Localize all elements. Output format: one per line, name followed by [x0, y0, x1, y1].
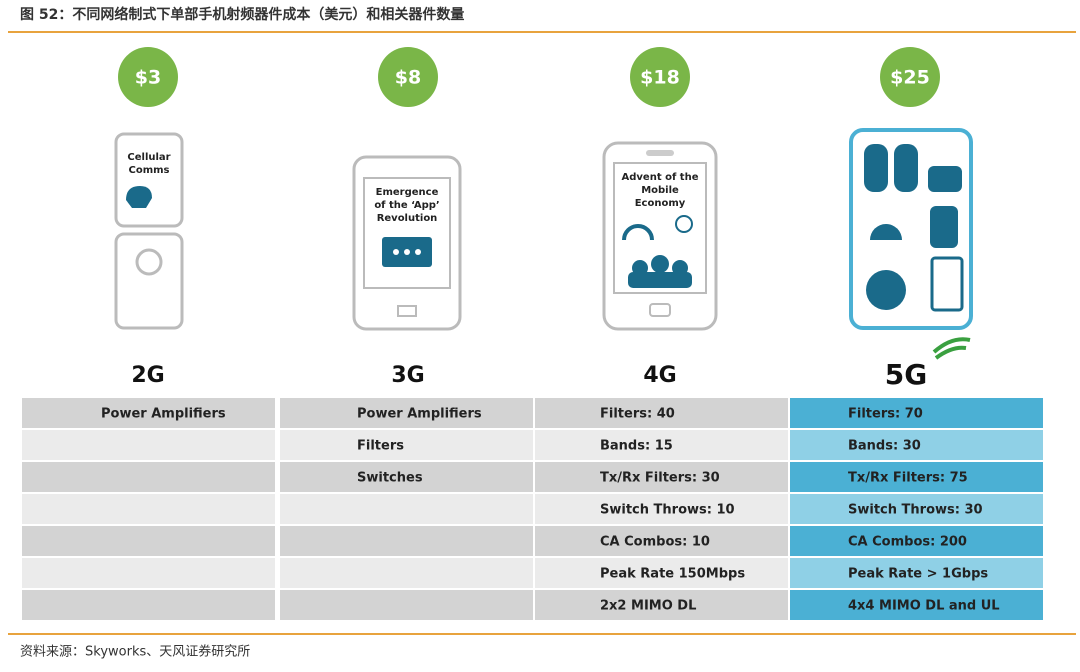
cost-badge: [118, 47, 178, 107]
generation-label: 2G: [131, 363, 164, 388]
cell-text: Switch Throws: 10: [600, 503, 735, 518]
cell-text: Peak Rate 150Mbps: [600, 567, 745, 582]
table-cell: [535, 558, 788, 588]
table-cell: [22, 590, 275, 620]
table-cell: [535, 590, 788, 620]
table-cell: [790, 590, 1043, 620]
phone-5g: [849, 128, 973, 360]
cell-text: Filters: 70: [848, 407, 923, 422]
figure-title: 图 52：不同网络制式下单部手机射频器件成本（美元）和相关器件数量: [20, 6, 464, 23]
table-cell: [535, 430, 788, 460]
table-cell: [280, 398, 533, 428]
table-cell: [535, 494, 788, 524]
cell-text: 4x4 MIMO DL and UL: [848, 599, 1000, 614]
cell-text: Switch Throws: 30: [848, 503, 983, 518]
table-cell: [790, 526, 1043, 556]
cost-label: $18: [640, 67, 680, 89]
cell-text: Tx/Rx Filters: 75: [848, 471, 968, 486]
phone-text: Revolution: [377, 213, 438, 224]
table-cell: [22, 494, 275, 524]
cost-badge: [630, 47, 690, 107]
table-cell: [535, 462, 788, 492]
cell-text: Switches: [357, 471, 423, 486]
table-cell: [790, 494, 1043, 524]
table-cell: [22, 462, 275, 492]
cell-text: Tx/Rx Filters: 30: [600, 471, 720, 486]
cell-text: CA Combos: 10: [600, 535, 710, 550]
cell-text: Filters: [357, 439, 404, 454]
table-cell: [790, 558, 1043, 588]
table-cell: [22, 558, 275, 588]
phone-text: Comms: [128, 165, 169, 176]
generation-label: 5G: [885, 358, 927, 391]
table-cell: [535, 398, 788, 428]
table-cell: [790, 398, 1043, 428]
generation-label: 4G: [643, 363, 676, 388]
cost-label: $8: [395, 67, 421, 89]
phone-2g: [114, 132, 184, 330]
table-cell: [280, 526, 533, 556]
phone-text: of the ‘App’: [374, 200, 439, 211]
cell-text: Power Amplifiers: [357, 407, 482, 422]
phone-text: Cellular: [127, 152, 170, 163]
cell-text: Peak Rate > 1Gbps: [848, 567, 988, 582]
phone-text: Mobile: [641, 185, 679, 196]
table-cell: [280, 462, 533, 492]
cell-text: CA Combos: 200: [848, 535, 967, 550]
cell-text: 2x2 MIMO DL: [600, 599, 696, 614]
cost-label: $3: [135, 67, 161, 89]
phone-text: Advent of the: [622, 172, 699, 183]
cell-text: Bands: 15: [600, 439, 673, 454]
cost-badge: [378, 47, 438, 107]
table-cell: [22, 398, 275, 428]
phone-3g: [352, 155, 462, 331]
table-cell: [535, 526, 788, 556]
cost-label: $25: [890, 67, 930, 89]
table-cell: [790, 430, 1043, 460]
cost-badge: [880, 47, 940, 107]
cell-text: Power Amplifiers: [101, 407, 226, 422]
cell-text: Bands: 30: [848, 439, 921, 454]
phone-text: Economy: [635, 198, 686, 209]
cell-text: Filters: 40: [600, 407, 675, 422]
table-cell: [280, 590, 533, 620]
table-cell: [280, 430, 533, 460]
generation-label: 3G: [391, 363, 424, 388]
phone-text: Emergence: [376, 187, 439, 198]
table-cell: [22, 430, 275, 460]
table-cell: [280, 494, 533, 524]
table-cell: [22, 526, 275, 556]
table-cell: [280, 558, 533, 588]
table-cell: [790, 462, 1043, 492]
phone-4g: [602, 141, 718, 331]
source: 资料来源：Skyworks、天风证券研究所: [20, 644, 250, 660]
